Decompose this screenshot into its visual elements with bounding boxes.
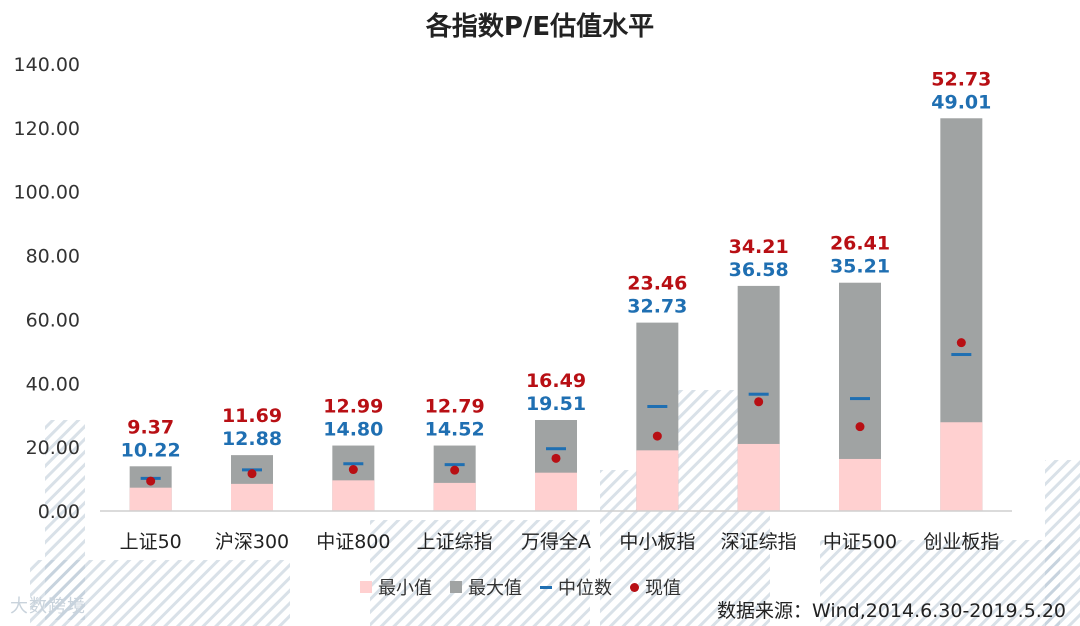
current-value-label: 11.69 — [222, 405, 282, 427]
median-marker — [546, 447, 566, 451]
median-value-label: 19.51 — [526, 393, 586, 415]
median-value-label: 35.21 — [830, 256, 890, 278]
median-marker — [850, 397, 870, 401]
y-axis: 0.00 20.00 40.00 60.00 80.00 100.00 120.00 140.… — [14, 54, 80, 523]
legend-median-swatch — [540, 585, 552, 589]
x-tick-label: 中证500 — [823, 531, 897, 553]
current-value-label: 52.73 — [931, 68, 991, 90]
x-tick-label: 上证50 — [120, 531, 182, 553]
legend-max-label: 最大值 — [468, 578, 522, 599]
bar-min — [129, 487, 172, 511]
hatch-block — [1045, 460, 1080, 626]
legend-current-label: 现值 — [645, 578, 681, 599]
bar-min — [332, 480, 375, 511]
source-note: 数据来源：Wind,2014.6.30-2019.5.20 — [716, 600, 1066, 622]
legend: 最小值 最大值 中位数 现值 — [360, 574, 681, 600]
current-marker — [551, 453, 561, 463]
current-marker — [754, 397, 764, 407]
current-marker — [146, 476, 156, 486]
current-marker — [855, 422, 865, 432]
current-value-label: 12.99 — [323, 396, 383, 418]
bar-min — [433, 482, 476, 511]
current-marker — [247, 469, 257, 479]
watermark: 大数跨境 — [10, 596, 86, 617]
current-value-label: 9.37 — [127, 416, 174, 438]
median-value-label: 36.58 — [729, 259, 789, 281]
median-marker — [951, 353, 972, 357]
median-marker — [647, 404, 668, 408]
current-marker — [956, 338, 966, 348]
legend-median-label: 中位数 — [558, 578, 612, 599]
median-marker — [444, 463, 465, 467]
y-tick-label: 0.00 — [38, 501, 80, 523]
y-tick-label: 60.00 — [26, 309, 80, 331]
bar-min — [636, 450, 679, 511]
hatch-block — [45, 420, 85, 620]
legend-current-swatch — [630, 582, 639, 592]
legend-min-swatch — [360, 581, 372, 593]
x-tick-label: 上证综指 — [417, 531, 493, 553]
bar-min — [231, 483, 273, 511]
y-tick-label: 80.00 — [26, 246, 80, 268]
current-value-label: 23.46 — [627, 273, 687, 295]
bar-min — [535, 472, 577, 511]
current-marker — [450, 465, 460, 475]
legend-median: 中位数 — [540, 574, 612, 600]
current-value-label: 12.79 — [425, 396, 485, 418]
x-tick-label: 中小板指 — [619, 531, 695, 553]
x-tick-label: 沪深300 — [215, 531, 289, 553]
y-tick-label: 140.00 — [14, 54, 80, 76]
median-value-label: 49.01 — [931, 91, 991, 113]
current-value-label: 16.49 — [526, 370, 586, 392]
legend-current: 现值 — [630, 574, 681, 600]
x-tick-label: 中证800 — [316, 531, 390, 553]
y-tick-label: 20.00 — [26, 437, 80, 459]
bar-min — [940, 422, 983, 511]
current-value-label: 34.21 — [729, 236, 789, 258]
x-axis: 上证50 沪深300 中证800 上证综指 万得全A 中小板指 深证综指 中证500 创业板指 — [100, 510, 1012, 553]
y-tick-label: 120.00 — [14, 118, 80, 140]
current-marker — [652, 431, 662, 441]
median-marker — [748, 392, 769, 396]
legend-min: 最小值 — [360, 574, 432, 600]
hatch-block — [820, 540, 1060, 626]
current-value-label: 26.41 — [830, 233, 890, 255]
median-value-label: 32.73 — [627, 296, 687, 318]
legend-max-swatch — [450, 581, 462, 593]
median-value-label: 12.88 — [222, 428, 282, 450]
legend-min-label: 最小值 — [378, 578, 432, 599]
bar-min — [737, 443, 780, 511]
hatch-block — [370, 520, 590, 626]
median-marker — [343, 462, 364, 466]
bar-min — [839, 458, 881, 511]
legend-max: 最大值 — [450, 574, 522, 600]
y-tick-label: 100.00 — [14, 182, 80, 204]
chart-title: 各指数P/E估值水平 — [425, 12, 655, 42]
x-tick-label: 万得全A — [521, 531, 591, 553]
x-tick-label: 创业板指 — [923, 531, 999, 553]
x-tick-label: 深证综指 — [721, 531, 797, 553]
y-tick-label: 40.00 — [26, 373, 80, 395]
median-value-label: 14.80 — [323, 419, 383, 441]
median-value-label: 10.22 — [121, 439, 181, 461]
bars — [129, 118, 983, 512]
median-value-label: 14.52 — [425, 419, 485, 441]
current-marker — [348, 465, 358, 475]
